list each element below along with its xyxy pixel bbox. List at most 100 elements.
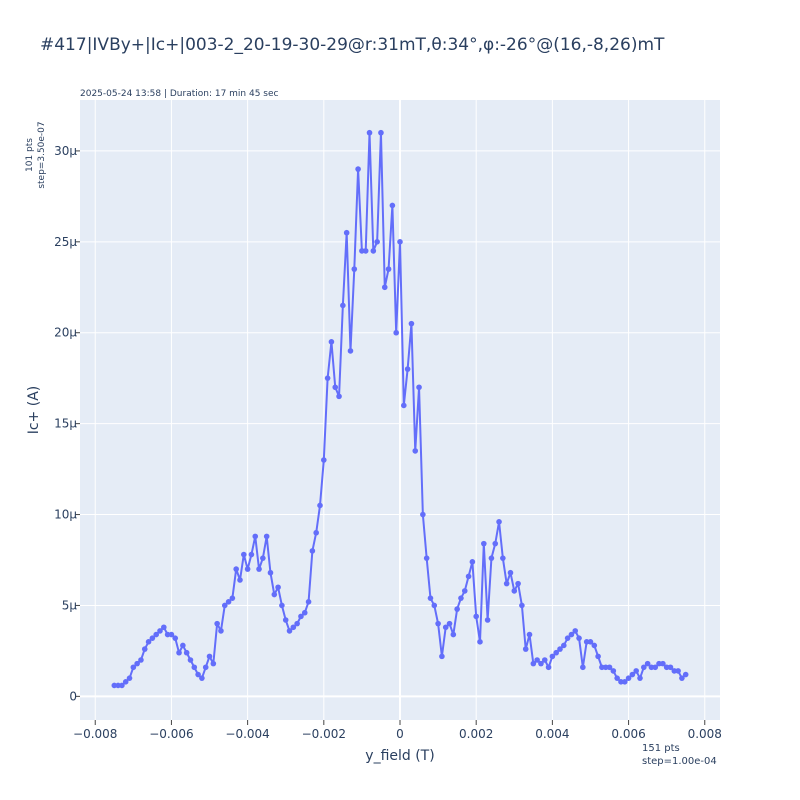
data-point: [587, 639, 594, 645]
data-point: [172, 635, 179, 641]
y-step-note: step=3.50e-07: [37, 121, 47, 188]
data-point: [595, 653, 601, 660]
data-point: [218, 628, 224, 634]
x-tick-label: −0.004: [225, 727, 269, 741]
data-point: [134, 660, 140, 667]
data-point: [496, 519, 502, 525]
data-point: [629, 671, 636, 678]
data-point: [298, 613, 304, 620]
data-point: [682, 671, 689, 678]
x-tick-label: −0.008: [73, 727, 117, 741]
data-point: [500, 555, 506, 561]
x-tick-label: 0.006: [611, 727, 645, 741]
data-point: [461, 588, 468, 594]
data-point: [199, 675, 205, 681]
data-point: [530, 660, 537, 667]
data-point: [389, 202, 396, 209]
data-point: [503, 580, 510, 587]
y-tick-label: 30μ: [54, 144, 77, 158]
data-point: [465, 573, 472, 580]
y-points-note: 101 pts: [25, 138, 35, 172]
data-point: [450, 631, 457, 638]
x-axis-title: y_field (T): [365, 748, 434, 764]
data-point: [130, 664, 137, 671]
data-point: [538, 660, 544, 667]
data-point: [168, 631, 175, 638]
data-point: [294, 620, 300, 627]
data-point: [313, 529, 319, 536]
data-point: [271, 591, 278, 598]
x-tick-label: 0.004: [535, 727, 569, 741]
data-point: [561, 642, 567, 649]
data-point: [248, 551, 255, 558]
data-point: [202, 664, 209, 671]
data-point: [412, 448, 419, 454]
data-point: [260, 555, 266, 561]
data-point: [233, 566, 239, 572]
x-tick-label: −0.006: [149, 727, 193, 741]
data-point: [286, 628, 293, 634]
y-tick-label: 0: [69, 689, 77, 703]
data-point: [145, 639, 152, 645]
data-point: [141, 646, 148, 652]
data-point: [423, 555, 430, 561]
data-point: [633, 668, 639, 674]
data-point: [507, 569, 514, 576]
data-point: [637, 675, 643, 681]
data-point: [324, 375, 331, 381]
data-point: [606, 664, 613, 671]
x-tick-label: −0.002: [302, 727, 346, 741]
data-point: [328, 339, 335, 345]
data-point: [393, 329, 399, 336]
x-axis-ticks: −0.008 −0.006 −0.004 −0.002 0 0.002 0.004 0.006…: [73, 720, 722, 741]
y-tick-label: 10μ: [54, 508, 77, 522]
data-point: [454, 606, 460, 612]
data-point: [187, 657, 194, 663]
data-point: [446, 620, 453, 627]
data-point: [191, 664, 198, 671]
data-point: [435, 620, 441, 627]
data-point: [340, 302, 346, 309]
data-point: [526, 631, 533, 638]
data-point: [679, 675, 685, 681]
data-point: [336, 393, 342, 400]
data-point: [397, 239, 403, 245]
data-point: [305, 599, 312, 605]
data-point: [591, 642, 598, 649]
x-points-note: 151 pts: [642, 743, 680, 754]
data-point: [404, 366, 411, 372]
data-point: [157, 628, 163, 634]
data-point: [625, 675, 632, 681]
data-point: [458, 595, 464, 601]
y-axis-title: Ic+ (A): [26, 386, 42, 435]
data-point: [621, 679, 628, 685]
y-axis-ticks: 0 5μ 10μ 15μ 20μ 25μ 30μ: [54, 144, 80, 703]
data-point: [347, 348, 354, 354]
data-point: [332, 384, 339, 391]
data-point: [545, 664, 552, 671]
data-point: [568, 631, 575, 638]
data-point: [252, 533, 259, 540]
data-point: [564, 635, 571, 641]
data-point: [183, 649, 190, 656]
chart-subtitle: 2025-05-24 13:58 | Duration: 17 min 45 s…: [80, 89, 279, 99]
y-tick-label: 5μ: [62, 598, 78, 612]
data-point: [176, 649, 182, 656]
data-point: [420, 511, 426, 518]
data-point: [488, 555, 495, 561]
data-point: [221, 602, 228, 609]
data-point: [580, 664, 586, 671]
x-tick-label: 0.002: [459, 727, 493, 741]
data-point: [343, 229, 350, 236]
data-point: [370, 248, 377, 254]
data-point: [153, 631, 159, 638]
data-point: [122, 679, 129, 685]
x-tick-label: 0.008: [688, 727, 722, 741]
data-point: [484, 617, 491, 623]
x-step-note: step=1.00e-04: [642, 756, 717, 767]
data-point: [541, 657, 548, 663]
data-point: [126, 675, 133, 681]
data-point: [161, 624, 167, 631]
y-tick-label: 25μ: [54, 235, 77, 249]
